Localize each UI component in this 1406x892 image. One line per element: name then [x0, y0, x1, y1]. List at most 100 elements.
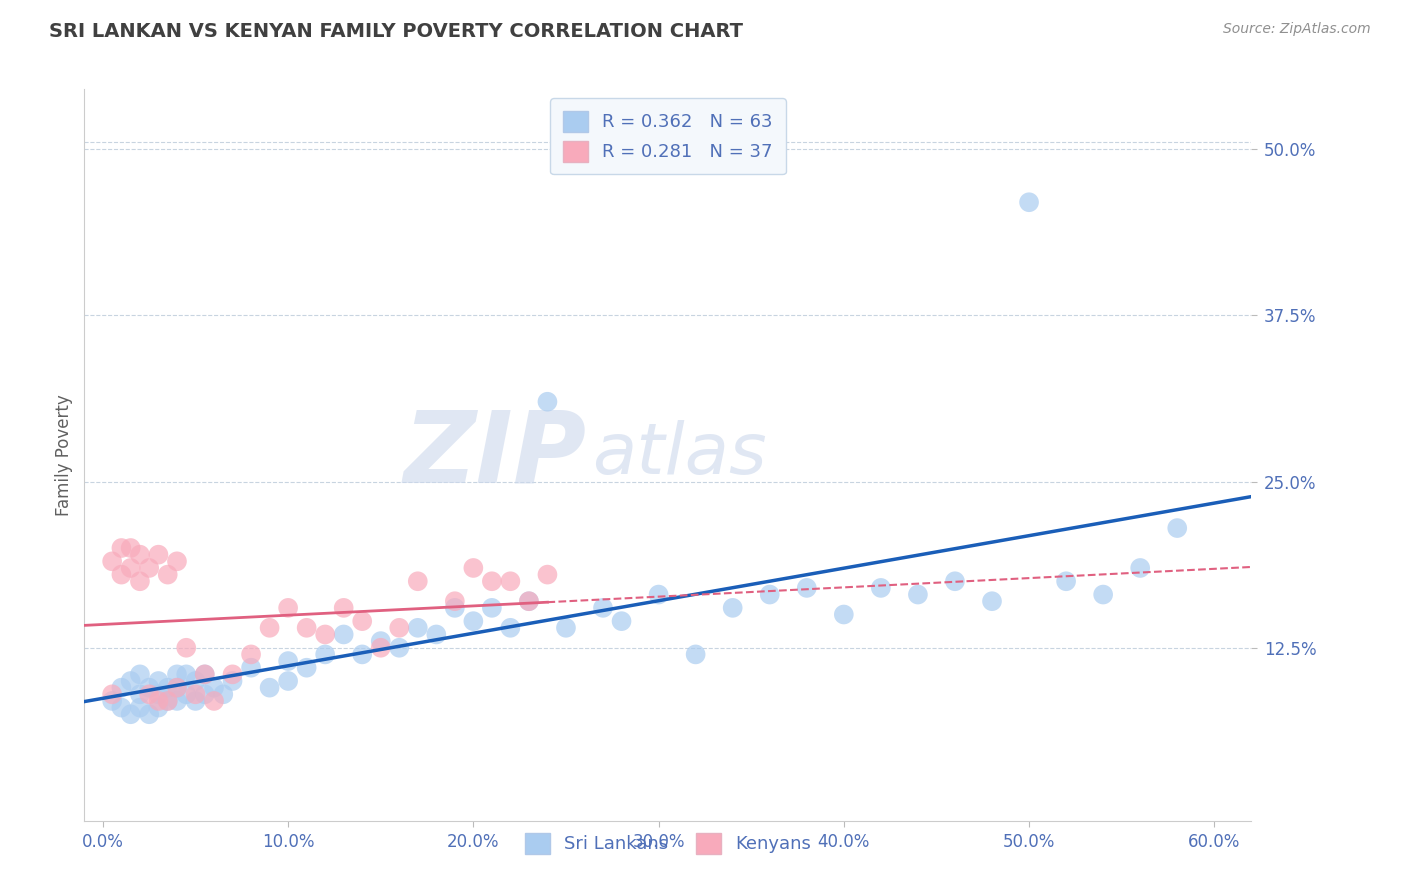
Point: [221, 673, 243, 688]
Point: [148, 700, 170, 714]
Point: [129, 548, 152, 562]
Point: [481, 600, 503, 615]
Point: [166, 694, 188, 708]
Point: [314, 648, 336, 662]
Point: [138, 707, 160, 722]
Point: [129, 700, 152, 714]
Point: [120, 561, 142, 575]
Point: [138, 687, 160, 701]
Point: [1129, 561, 1152, 575]
Point: [685, 648, 707, 662]
Text: ZIP: ZIP: [404, 407, 586, 503]
Text: Source: ZipAtlas.com: Source: ZipAtlas.com: [1223, 22, 1371, 37]
Point: [174, 667, 197, 681]
Point: [138, 561, 160, 575]
Point: [352, 614, 374, 628]
Point: [870, 581, 893, 595]
Point: [120, 541, 142, 555]
Point: [295, 621, 318, 635]
Point: [110, 541, 132, 555]
Point: [907, 588, 929, 602]
Point: [1054, 574, 1077, 589]
Point: [148, 694, 170, 708]
Point: [129, 574, 152, 589]
Point: [110, 700, 132, 714]
Point: [388, 621, 411, 635]
Point: [101, 694, 124, 708]
Point: [138, 681, 160, 695]
Point: [184, 687, 207, 701]
Point: [202, 694, 225, 708]
Point: [166, 667, 188, 681]
Point: [166, 681, 188, 695]
Point: [259, 621, 281, 635]
Point: [184, 673, 207, 688]
Point: [259, 681, 281, 695]
Point: [166, 554, 188, 568]
Point: [721, 600, 744, 615]
Point: [592, 600, 614, 615]
Point: [129, 667, 152, 681]
Point: [536, 394, 558, 409]
Point: [212, 687, 235, 701]
Point: [156, 567, 179, 582]
Point: [277, 600, 299, 615]
Point: [425, 627, 447, 641]
Point: [499, 621, 522, 635]
Point: [517, 594, 540, 608]
Point: [406, 621, 429, 635]
Point: [796, 581, 818, 595]
Point: [943, 574, 966, 589]
Text: SRI LANKAN VS KENYAN FAMILY POVERTY CORRELATION CHART: SRI LANKAN VS KENYAN FAMILY POVERTY CORR…: [49, 22, 744, 41]
Point: [156, 694, 179, 708]
Point: [221, 667, 243, 681]
Point: [156, 681, 179, 695]
Point: [148, 673, 170, 688]
Point: [194, 667, 217, 681]
Point: [370, 640, 392, 655]
Point: [277, 673, 299, 688]
Text: atlas: atlas: [592, 420, 766, 490]
Point: [370, 634, 392, 648]
Point: [184, 694, 207, 708]
Point: [463, 561, 485, 575]
Point: [388, 640, 411, 655]
Point: [555, 621, 578, 635]
Point: [517, 594, 540, 608]
Point: [202, 681, 225, 695]
Point: [194, 667, 217, 681]
Point: [1166, 521, 1188, 535]
Point: [647, 588, 669, 602]
Point: [406, 574, 429, 589]
Point: [536, 567, 558, 582]
Point: [101, 687, 124, 701]
Point: [443, 594, 465, 608]
Point: [148, 687, 170, 701]
Point: [120, 673, 142, 688]
Point: [174, 687, 197, 701]
Point: [443, 600, 465, 615]
Legend: Sri Lankans, Kenyans: Sri Lankans, Kenyans: [516, 824, 820, 863]
Point: [156, 694, 179, 708]
Point: [314, 627, 336, 641]
Point: [352, 648, 374, 662]
Point: [148, 548, 170, 562]
Point: [194, 687, 217, 701]
Point: [499, 574, 522, 589]
Point: [277, 654, 299, 668]
Point: [981, 594, 1004, 608]
Point: [166, 681, 188, 695]
Point: [1018, 195, 1040, 210]
Point: [101, 554, 124, 568]
Point: [240, 648, 263, 662]
Point: [110, 681, 132, 695]
Point: [758, 588, 780, 602]
Point: [120, 707, 142, 722]
Point: [110, 567, 132, 582]
Point: [610, 614, 633, 628]
Point: [129, 687, 152, 701]
Point: [481, 574, 503, 589]
Point: [332, 627, 354, 641]
Point: [174, 640, 197, 655]
Point: [240, 661, 263, 675]
